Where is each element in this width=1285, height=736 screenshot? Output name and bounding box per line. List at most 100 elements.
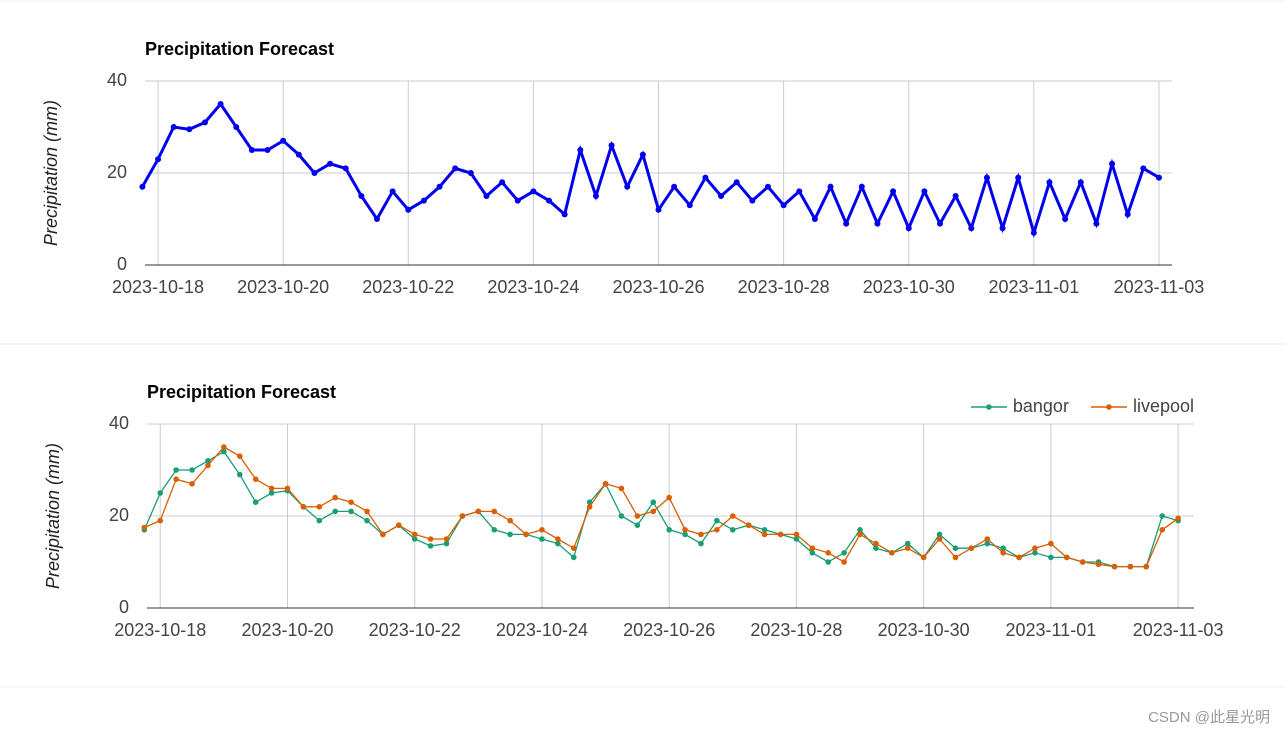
- point: [1077, 179, 1084, 186]
- point: [205, 462, 211, 469]
- x-tick-label: 2023-11-01: [988, 277, 1079, 297]
- point: [577, 147, 584, 153]
- point: [999, 225, 1006, 232]
- point: [427, 536, 434, 542]
- y-tick-label: 20: [107, 162, 127, 182]
- point: [714, 527, 720, 533]
- point: [436, 183, 443, 190]
- point: [745, 522, 752, 528]
- x-tick-label: 2023-10-24: [496, 620, 588, 640]
- point: [236, 453, 243, 460]
- point: [443, 536, 450, 542]
- point: [1048, 540, 1054, 547]
- point: [311, 170, 318, 176]
- point: [348, 508, 354, 515]
- point: [491, 508, 498, 515]
- point: [749, 197, 756, 204]
- point: [173, 476, 179, 483]
- point: [252, 476, 259, 483]
- point: [1155, 174, 1162, 181]
- point: [634, 522, 641, 528]
- point: [467, 170, 474, 176]
- point: [1109, 160, 1116, 167]
- point: [507, 517, 513, 524]
- point: [499, 179, 506, 186]
- point: [843, 220, 850, 227]
- point: [1140, 165, 1147, 172]
- x-tick-label: 2023-10-22: [369, 620, 461, 640]
- point: [793, 536, 800, 542]
- legend-dot: [1106, 404, 1112, 410]
- point: [936, 536, 943, 542]
- point: [570, 545, 577, 551]
- point: [764, 183, 771, 190]
- point: [189, 467, 195, 473]
- point: [264, 147, 271, 153]
- x-tick-label: 2023-10-26: [623, 620, 715, 640]
- point: [666, 527, 672, 533]
- point: [698, 540, 704, 547]
- series-line: [141, 101, 1160, 239]
- point: [666, 494, 672, 501]
- point: [639, 151, 646, 158]
- point: [761, 527, 768, 533]
- point: [420, 197, 427, 204]
- point: [514, 197, 521, 204]
- y-axis-label: Precipitation (mm): [41, 100, 61, 246]
- point: [570, 554, 577, 561]
- point: [655, 206, 662, 213]
- y-axis-label: Precipitation (mm): [43, 443, 63, 589]
- point: [141, 524, 148, 531]
- point: [561, 211, 568, 218]
- point: [280, 137, 287, 144]
- point: [358, 193, 365, 199]
- point: [650, 508, 657, 515]
- y-tick-label: 40: [107, 70, 127, 90]
- point: [624, 183, 631, 190]
- point: [858, 183, 865, 190]
- point: [729, 513, 736, 519]
- point: [1124, 211, 1131, 218]
- point: [1015, 174, 1022, 181]
- point: [968, 225, 975, 232]
- chart-title: Precipitation Forecast: [147, 382, 336, 402]
- point: [936, 531, 943, 538]
- point: [602, 481, 609, 487]
- point: [342, 165, 349, 172]
- point: [718, 193, 725, 199]
- point: [284, 485, 291, 492]
- point: [364, 508, 370, 515]
- point: [857, 531, 863, 538]
- point: [1095, 561, 1102, 568]
- point: [809, 550, 816, 556]
- point: [952, 545, 959, 551]
- point: [1159, 513, 1165, 519]
- point: [1000, 545, 1006, 551]
- point: [983, 174, 990, 181]
- y-tick-label: 0: [119, 597, 129, 617]
- point: [968, 545, 975, 551]
- point: [729, 527, 736, 533]
- x-tick-label: 2023-10-22: [362, 277, 454, 297]
- point: [380, 531, 386, 538]
- x-tick-label: 2023-10-20: [237, 277, 329, 297]
- point: [984, 536, 991, 542]
- point: [217, 101, 224, 107]
- point: [873, 540, 879, 547]
- point: [327, 160, 334, 167]
- point: [1000, 550, 1006, 556]
- point: [698, 531, 704, 538]
- point: [427, 543, 434, 549]
- point: [825, 559, 832, 565]
- point: [157, 517, 164, 524]
- point: [1032, 545, 1038, 551]
- point: [170, 124, 177, 130]
- point: [555, 536, 561, 542]
- point: [841, 559, 847, 565]
- point: [364, 517, 370, 524]
- point: [874, 220, 881, 227]
- point: [618, 513, 625, 519]
- x-tick-label: 2023-10-28: [738, 277, 830, 297]
- point: [1127, 563, 1134, 570]
- point: [316, 517, 323, 524]
